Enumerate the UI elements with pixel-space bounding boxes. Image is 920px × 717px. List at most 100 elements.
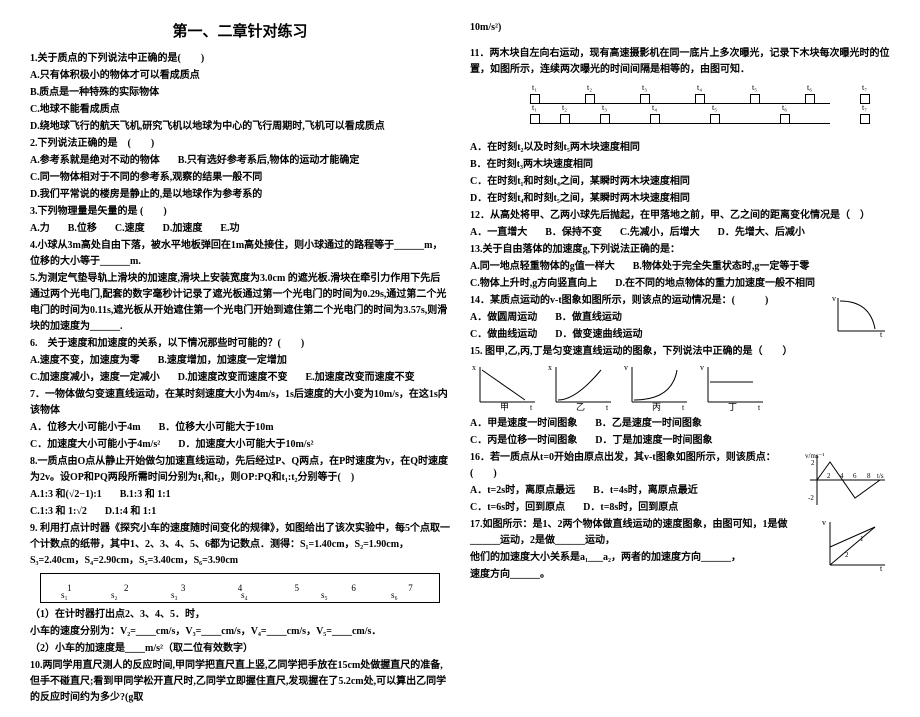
q8: 8.一质点由O点从静止开始做匀加速直线运动，先后经过P、Q两点，在P时速度为v，… xyxy=(30,454,450,486)
svg-text:x: x xyxy=(472,363,476,372)
q11: 11．两木块自左向右运动，现有高速摄影机在同一底片上多次曝光，记录下木块每次曝光… xyxy=(470,46,890,78)
q3c: C.速度 xyxy=(115,221,145,237)
q11b: B．在时刻t₃两木块速度相同 xyxy=(470,157,890,173)
svg-text:4: 4 xyxy=(840,472,844,480)
q13-opts2: C.物体上升时,g方向竖直向上 D.在不同的地点物体的重力加速度一般不相同 xyxy=(470,276,890,292)
q17-figure: v t 1 2 xyxy=(820,517,890,572)
q6c: C.加速度减小，速度一定减小 xyxy=(30,370,160,386)
svg-text:v: v xyxy=(822,518,826,527)
q10: 10.两同学用直尺测人的反应时间,甲同学把直尺直上竖,乙同学把手放在15cm处做… xyxy=(30,658,450,706)
svg-text:v: v xyxy=(832,294,836,303)
q14-figure: v t xyxy=(830,293,890,338)
q7: 7．一物体做匀变速直线运动，在某时刻速度大小为4m/s，1s后速度的大小变为10… xyxy=(30,387,450,419)
q9-speed: 小车的速度分别为：V₂=____cm/s，V₃=____cm/s，V₄=____… xyxy=(30,624,450,640)
q14d: D．做变速曲线运动 xyxy=(555,327,642,343)
q7b: B．位移大小可能大于10m xyxy=(159,420,274,436)
q15-opts1: A．甲是速度一时间图象 B．乙是速度一时间图象 xyxy=(470,416,890,432)
q12d: D．先增大、后减小 xyxy=(718,225,805,241)
page-title: 第一、二章针对练习 xyxy=(30,20,450,41)
q1c: C.地球不能看成质点 xyxy=(30,102,450,118)
q2d: D.我们平常说的楼房是静止的,是以地球作为参考系的 xyxy=(30,187,450,203)
q15-figures: xt甲 xt乙 vt丙 vt丁 xyxy=(470,362,890,412)
svg-text:-2: -2 xyxy=(808,494,814,502)
q14c: C．做曲线运动 xyxy=(470,327,537,343)
q16d: D．t=8s时，回到原点 xyxy=(583,500,678,516)
q2b: B.只有选好参考系后,物体的运动才能确定 xyxy=(178,153,360,169)
q16b: B．t=4s时，离原点最近 xyxy=(593,483,698,499)
svg-text:t: t xyxy=(530,403,533,412)
svg-text:t/s: t/s xyxy=(877,472,884,480)
q16-figure: v/ms⁻¹ t/s 2 -2 2 4 6 8 xyxy=(805,450,890,510)
svg-text:6: 6 xyxy=(853,472,857,480)
q12b: B．保持不变 xyxy=(545,225,602,241)
q14: 14．某质点运动的v-t图象如图所示，则该点的运动情况是：( ) xyxy=(470,293,890,309)
q2: 2.下列说法正确的是 ( ) xyxy=(30,136,450,152)
q2-opts: A.参考系就是绝对不动的物体 B.只有选好参考系后,物体的运动才能确定 xyxy=(30,153,450,169)
q7-opts1: A．位移大小可能小于4m B．位移大小可能大于10m xyxy=(30,420,450,436)
svg-text:丁: 丁 xyxy=(728,402,737,412)
q8d: D.1:4 和 1:1 xyxy=(105,504,156,520)
q1: 1.关于质点的下列说法中正确的是( ) xyxy=(30,51,450,67)
svg-text:t: t xyxy=(606,403,609,412)
svg-text:甲: 甲 xyxy=(500,402,509,412)
q13a: A.同一地点轻重物体的g值一样大 xyxy=(470,259,615,275)
q7a: A．位移大小可能小于4m xyxy=(30,420,141,436)
q13d: D.在不同的地点物体的重力加速度一般不相同 xyxy=(615,276,815,292)
q12a: A．一直增大 xyxy=(470,225,527,241)
q9: 9. 利用打点计时器《探究小车的速度随时间变化的规律》，如图给出了该次实验中，每… xyxy=(30,521,450,569)
q16c: C．t=6s时，回到原点 xyxy=(470,500,565,516)
q12: 12．从高处将甲、乙两小球先后抛起，在甲落地之前，甲、乙之间的距离变化情况是（ … xyxy=(470,208,890,224)
right-column: 10m/s²) 11．两木块自左向右运动，现有高速摄影机在同一底片上多次曝光，记… xyxy=(470,20,890,707)
svg-text:乙: 乙 xyxy=(576,402,585,412)
q6b: B.速度增加，加速度一定增加 xyxy=(158,353,287,369)
q13: 13.关于自由落体的加速度g,下列说法正确的是： xyxy=(470,242,890,258)
left-column: 第一、二章针对练习 1.关于质点的下列说法中正确的是( ) A.只有体积极小的物… xyxy=(30,20,450,707)
q8b: B.1:3 和 1:1 xyxy=(120,487,171,503)
q6-opts1: A.速度不变，加速度为零 B.速度增加，加速度一定增加 xyxy=(30,353,450,369)
q15-opts2: C．丙是位移一时间图象 D．丁是加速度一时间图象 xyxy=(470,433,890,449)
q3a: A.力 xyxy=(30,221,50,237)
blocks-figure: t₁ t₂ t₃ t₄ t₅ t₆ t₇ t₁ t₂ t₃ t₄ t₅ t₆ t… xyxy=(530,84,890,134)
q6a: A.速度不变，加速度为零 xyxy=(30,353,140,369)
svg-text:x: x xyxy=(548,363,552,372)
q4: 4.小球从3m高处自由下落，被水平地板弹回在1m高处接住，则小球通过的路程等于_… xyxy=(30,238,450,270)
q15d: D．丁是加速度一时间图象 xyxy=(595,433,712,449)
q1a: A.只有体积极小的物体才可以看成质点 xyxy=(30,68,450,84)
svg-text:v: v xyxy=(624,363,628,372)
q16a: A．t=2s时，离原点最远 xyxy=(470,483,575,499)
q1d: D.绕地球飞行的航天飞机,研究飞机以地球为中心的飞行周期时,飞机可以看成质点 xyxy=(30,119,450,135)
q14b: B．做直线运动 xyxy=(555,310,622,326)
svg-text:v: v xyxy=(700,363,704,372)
q15: 15. 图甲,乙,丙,丁是匀变速直线运动的图象，下列说法中正确的是（ ） xyxy=(470,344,890,360)
svg-text:2: 2 xyxy=(845,551,849,559)
q7d: D．加速度大小可能大于10m/s² xyxy=(178,437,313,453)
q2a: A.参考系就是绝对不动的物体 xyxy=(30,153,160,169)
q13c: C.物体上升时,g方向竖直向上 xyxy=(470,276,597,292)
q2c: C.同一物体相对于不同的参考系,观察的结果一般不同 xyxy=(30,170,450,186)
q15c: C．丙是位移一时间图象 xyxy=(470,433,577,449)
q13-opts1: A.同一地点轻重物体的g值一样大 B.物体处于完全失重状态时,g一定等于零 xyxy=(470,259,890,275)
q9-1: （1）在计时器打出点2、3、4、5．时， xyxy=(30,607,450,623)
q7-opts2: C．加速度大小可能小于4m/s² D．加速度大小可能大于10m/s² xyxy=(30,437,450,453)
svg-text:1: 1 xyxy=(860,535,864,543)
q3e: E.功 xyxy=(220,221,239,237)
q1b: B.质点是一种特殊的实际物体 xyxy=(30,85,450,101)
q8-opts2: C.1:3 和 1:√2 D.1:4 和 1:1 xyxy=(30,504,450,520)
q3d: D.加速度 xyxy=(163,221,203,237)
q11d: D．在时刻t₄和时刻t₅之间，某瞬时两木块速度相同 xyxy=(470,191,890,207)
svg-text:v/ms⁻¹: v/ms⁻¹ xyxy=(805,452,824,460)
q6e: E.加速度改变而速度不变 xyxy=(305,370,414,386)
svg-text:2: 2 xyxy=(811,459,815,467)
svg-text:t: t xyxy=(758,403,761,412)
q15b: B．乙是速度一时间图象 xyxy=(595,416,702,432)
q12-opts: A．一直增大 B．保持不变 C.先减小，后增大 D．先增大、后减小 xyxy=(470,225,890,241)
q13b: B.物体处于完全失重状态时,g一定等于零 xyxy=(633,259,810,275)
svg-text:丙: 丙 xyxy=(652,402,661,412)
q11a: A．在时刻t₂以及时刻t₅两木块速度相同 xyxy=(470,140,890,156)
q12c: C.先减小，后增大 xyxy=(620,225,700,241)
q11c: C．在时刻t₁和时刻t₄之间，某瞬时两木块速度相同 xyxy=(470,174,890,190)
q8-opts1: A.1:3 和(√2−1):1 B.1:3 和 1:1 xyxy=(30,487,450,503)
q6: 6. 关于速度和加速度的关系，以下情况那些时可能的？( ) xyxy=(30,336,450,352)
top-right-note: 10m/s²) xyxy=(470,20,890,36)
q16-opts1: A．t=2s时，离原点最远 B．t=4s时，离原点最近 xyxy=(470,483,801,499)
